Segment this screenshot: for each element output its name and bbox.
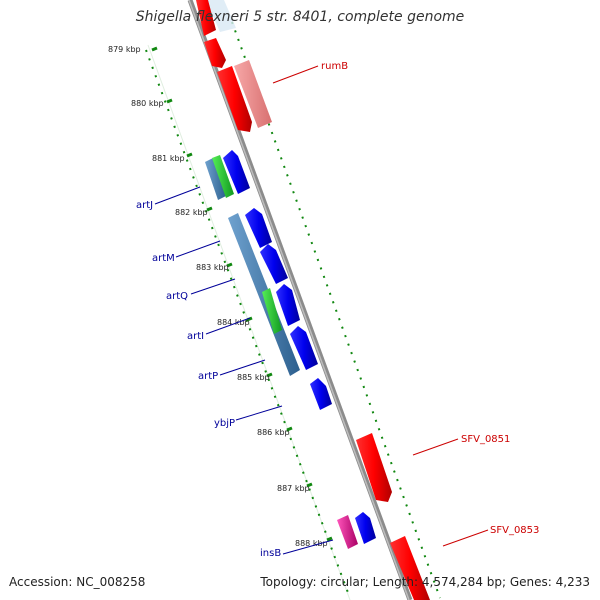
reverse-genes (205, 150, 376, 549)
ruler-ticks (151, 46, 333, 542)
tick-label: 886 kbp (257, 428, 290, 437)
gene-red-top (196, 0, 216, 36)
gene-artM (245, 208, 272, 248)
gene-label-artP: artP (198, 371, 218, 382)
gene-label-ybjP: ybjP (214, 418, 235, 429)
ruler-tick-labels: 879 kbp 880 kbp 881 kbp 882 kbp 883 kbp … (108, 45, 328, 548)
gene-red (204, 38, 226, 68)
gene-rumB (234, 60, 272, 128)
gene-top-pale (206, 0, 236, 32)
gene-red (217, 66, 252, 132)
gene-ybjP (310, 378, 332, 410)
tick-label: 884 kbp (217, 318, 250, 327)
ruler-outer (231, 21, 441, 599)
tick-label: 880 kbp (131, 99, 164, 108)
tick-label: 885 kbp (237, 373, 270, 382)
gene-SFV_0851 (356, 433, 392, 502)
tick-label: 888 kbp (295, 539, 328, 548)
genome-backbone (187, 0, 413, 600)
tick-label: 882 kbp (175, 208, 208, 217)
gene-artQ-green (262, 288, 282, 334)
gene-insB-magenta (337, 515, 358, 549)
gene-artQ (260, 244, 288, 284)
track-boundary-left (147, 44, 351, 600)
gene-label-artQ: artQ (166, 291, 188, 302)
gene-label-artM: artM (152, 253, 175, 264)
forward-genes (196, 0, 430, 600)
gene-artI (276, 284, 300, 326)
tick-label: 881 kbp (152, 154, 185, 163)
gene-artP (290, 326, 318, 370)
gene-SFV_0853 (390, 536, 430, 600)
gene-label-artI: artI (187, 331, 204, 342)
accession-text: Accession: NC_008258 (9, 575, 146, 589)
genome-summary-text: Topology: circular; Length: 4,574,284 bp… (260, 575, 590, 589)
tick-label: 879 kbp (108, 45, 141, 54)
gene-insB (355, 512, 376, 544)
tick-label: 887 kbp (277, 484, 310, 493)
gene-label-artJ: artJ (136, 200, 153, 211)
ruler-inner (145, 49, 351, 599)
genome-title: Shigella flexneri 5 str. 8401, complete … (135, 9, 465, 25)
genome-backbone-highlight (188, 0, 410, 600)
gene-labels: rumB artJ artM artQ artI artP ybjP SFV_0… (136, 61, 539, 559)
gene-label-SFV_0853: SFV_0853 (490, 525, 539, 536)
gene-artJ-green (212, 155, 234, 198)
gene-artJ (223, 150, 250, 194)
gene-artJ-pseudo (205, 158, 226, 200)
gene-label-insB: insB (260, 548, 281, 559)
gene-label-SFV_0851: SFV_0851 (461, 434, 510, 445)
tick-label: 883 kbp (196, 263, 229, 272)
gene-label-rumB: rumB (321, 61, 348, 72)
label-connectors (154, 65, 489, 555)
